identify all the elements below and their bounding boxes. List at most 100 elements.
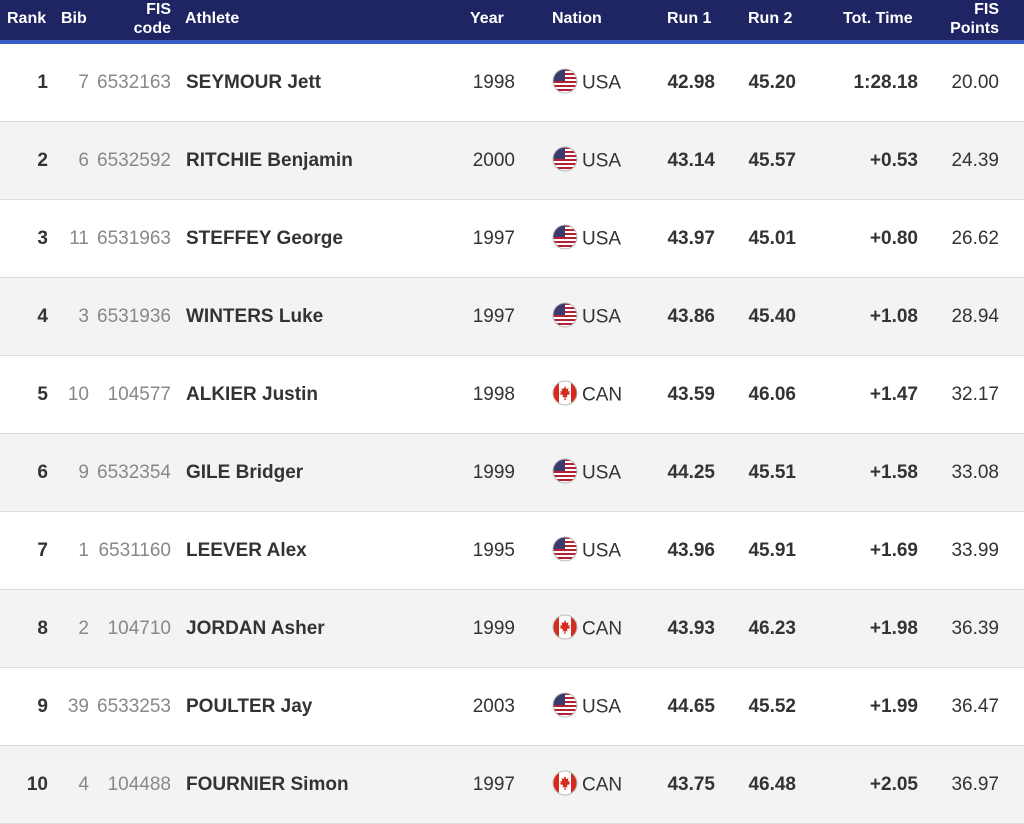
header-rank[interactable]: Rank: [7, 10, 47, 27]
athlete-name-link[interactable]: RITCHIE Benjamin: [186, 150, 353, 171]
athlete-name-link[interactable]: ALKIER Justin: [186, 384, 318, 405]
bib-cell: 3: [78, 306, 89, 327]
bib-cell: 9: [78, 462, 89, 483]
run2-cell: 45.91: [748, 540, 796, 561]
rank-cell: 7: [37, 540, 48, 561]
bib-cell: 11: [69, 228, 89, 249]
run1-cell: 43.14: [667, 150, 715, 171]
usa-flag-icon: [552, 146, 578, 172]
header-athlete[interactable]: Athlete: [185, 10, 240, 27]
fis-points-cell: 36.47: [951, 696, 999, 717]
fis-code-cell: 104710: [107, 618, 171, 639]
year-cell: 1998: [472, 384, 515, 405]
run1-cell: 43.97: [667, 228, 715, 249]
header-nation[interactable]: Nation: [552, 10, 602, 27]
athlete-name-link[interactable]: STEFFEY George: [186, 228, 343, 249]
year-cell: 1998: [472, 72, 515, 93]
usa-flag-icon: [552, 536, 578, 562]
total-time-cell: 1:28.18: [853, 72, 918, 93]
rank-cell: 5: [37, 384, 48, 405]
year-cell: 2003: [472, 696, 515, 717]
run2-cell: 45.01: [748, 228, 796, 249]
table-row[interactable]: 10 4 104488 FOURNIER Simon 1997 CAN 43.7…: [0, 746, 1024, 824]
total-time-cell: +1.47: [869, 384, 918, 405]
header-fis-points-line2: Points: [950, 20, 999, 37]
nation-cell: USA: [552, 122, 621, 199]
athlete-name-link[interactable]: SEYMOUR Jett: [186, 72, 322, 93]
table-body: 1 7 6532163 SEYMOUR Jett 1998 USA 42.98 …: [0, 44, 1024, 824]
athlete-name-link[interactable]: FOURNIER Simon: [186, 774, 349, 795]
table-row[interactable]: 7 1 6531160 LEEVER Alex 1995 USA 43.96 4…: [0, 512, 1024, 590]
header-run2[interactable]: Run 2: [748, 10, 793, 27]
rank-cell: 6: [37, 462, 48, 483]
run2-cell: 45.20: [748, 72, 796, 93]
nation-code: CAN: [582, 774, 623, 796]
athlete-name-link[interactable]: LEEVER Alex: [186, 540, 307, 561]
usa-flag-icon: [552, 68, 578, 94]
header-run1[interactable]: Run 1: [667, 10, 712, 27]
fis-points-cell: 33.08: [951, 462, 999, 483]
total-time-cell: +1.08: [869, 306, 918, 327]
run2-cell: 45.40: [748, 306, 796, 327]
usa-flag-icon: [552, 302, 578, 328]
table-row[interactable]: 2 6 6532592 RITCHIE Benjamin 2000 USA 43…: [0, 122, 1024, 200]
table-row[interactable]: 3 11 6531963 STEFFEY George 1997 USA 43.…: [0, 200, 1024, 278]
nation-code: USA: [582, 696, 622, 718]
table-row[interactable]: 8 2 104710 JORDAN Asher 1999 CAN 43.93 4…: [0, 590, 1024, 668]
year-cell: 2000: [472, 150, 515, 171]
header-fis-code-line1: FIS: [146, 1, 171, 18]
nation-code: USA: [582, 462, 622, 484]
bib-cell: 10: [67, 384, 89, 405]
nation-cell: CAN: [552, 356, 622, 433]
year-cell: 1997: [472, 306, 515, 327]
header-tot-time[interactable]: Tot. Time: [843, 10, 913, 27]
athlete-name-link[interactable]: WINTERS Luke: [186, 306, 324, 327]
total-time-cell: +2.05: [869, 774, 918, 795]
athlete-name-link[interactable]: POULTER Jay: [186, 696, 313, 717]
rank-cell: 8: [37, 618, 48, 639]
year-cell: 1999: [472, 618, 515, 639]
bib-cell: 2: [78, 618, 89, 639]
run1-cell: 44.25: [667, 462, 715, 483]
fis-points-cell: 32.17: [951, 384, 999, 405]
rank-cell: 4: [37, 306, 48, 327]
nation-code: CAN: [582, 618, 623, 640]
header-year[interactable]: Year: [470, 10, 504, 27]
canada-flag-icon: [552, 380, 578, 406]
table-row[interactable]: 5 10 104577 ALKIER Justin 1998 CAN 43.59…: [0, 356, 1024, 434]
nation-code: USA: [582, 150, 622, 172]
fis-code-cell: 104577: [107, 384, 171, 405]
bib-cell: 1: [78, 540, 89, 561]
header-bib[interactable]: Bib: [61, 10, 87, 27]
fis-points-cell: 36.97: [951, 774, 999, 795]
canada-flag-icon: [552, 770, 578, 796]
total-time-cell: +0.80: [869, 228, 918, 249]
header-fis-code[interactable]: FIS code: [120, 0, 171, 38]
year-cell: 1995: [472, 540, 515, 561]
table-row[interactable]: 1 7 6532163 SEYMOUR Jett 1998 USA 42.98 …: [0, 44, 1024, 122]
rank-cell: 2: [37, 150, 48, 171]
table-row[interactable]: 4 3 6531936 WINTERS Luke 1997 USA 43.86 …: [0, 278, 1024, 356]
athlete-name-link[interactable]: JORDAN Asher: [186, 618, 325, 639]
fis-points-cell: 28.94: [951, 306, 999, 327]
fis-points-cell: 33.99: [951, 540, 999, 561]
fis-points-cell: 20.00: [951, 72, 999, 93]
bib-cell: 6: [78, 150, 89, 171]
table-row[interactable]: 9 39 6533253 POULTER Jay 2003 USA 44.65 …: [0, 668, 1024, 746]
header-fis-points[interactable]: FIS Points: [940, 0, 999, 38]
canada-flag-icon: [552, 614, 578, 640]
fis-code-cell: 6532163: [97, 72, 171, 93]
rank-cell: 9: [37, 696, 48, 717]
fis-code-cell: 6531936: [97, 306, 171, 327]
table-row[interactable]: 6 9 6532354 GILE Bridger 1999 USA 44.25 …: [0, 434, 1024, 512]
bib-cell: 4: [78, 774, 89, 795]
bib-cell: 39: [67, 696, 89, 717]
nation-cell: USA: [552, 512, 621, 589]
usa-flag-icon: [552, 224, 578, 250]
year-cell: 1997: [472, 774, 515, 795]
nation-cell: CAN: [552, 746, 622, 823]
run2-cell: 46.48: [748, 774, 796, 795]
athlete-name-link[interactable]: GILE Bridger: [186, 462, 304, 483]
bib-cell: 7: [78, 72, 89, 93]
rank-cell: 10: [26, 774, 48, 795]
